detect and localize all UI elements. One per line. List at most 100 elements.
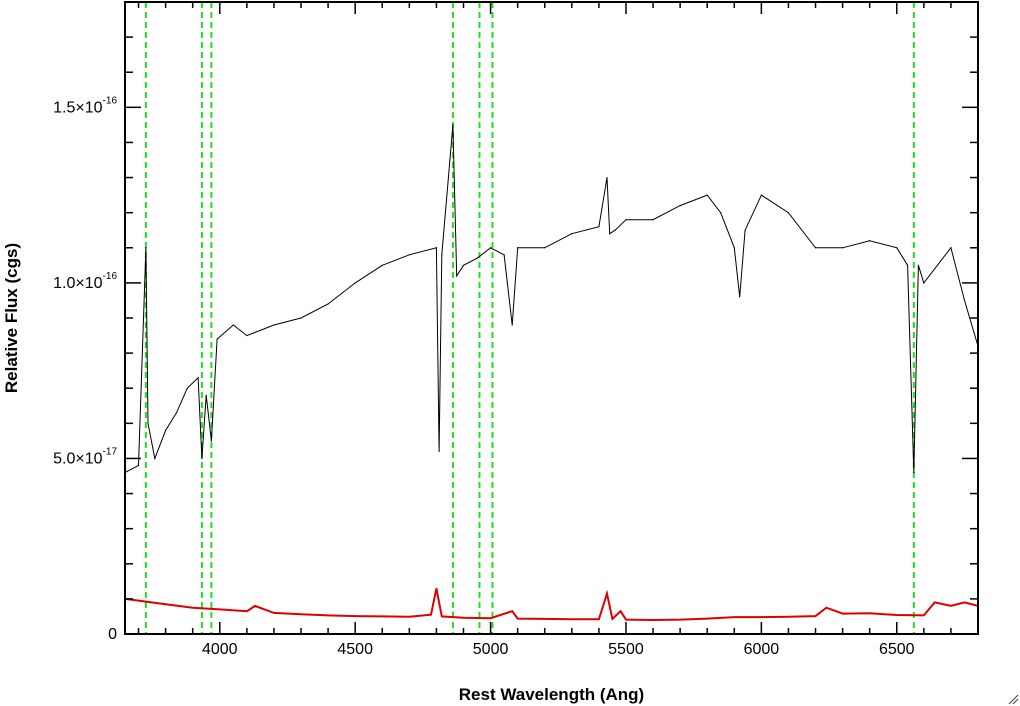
data-point-error [598,618,600,620]
series-layer [124,124,979,622]
data-point-error [511,610,513,612]
y-axis: 0 5.0×10-17 1.0×10-16 1.5×10-16 [53,1,978,643]
data-point-error [517,617,519,620]
plot-frame [124,1,979,635]
data-point-error [430,614,432,616]
data-point-spectrum [609,233,611,235]
data-point-spectrum [232,324,234,326]
data-point-spectrum [205,394,207,396]
data-point-spectrum [435,247,438,249]
data-point-spectrum [625,219,627,221]
data-point-spectrum [354,282,356,284]
data-point-error [625,619,627,621]
x-axis: 4000 4500 5000 5500 6000 6500 [137,2,979,658]
data-point-error [869,612,871,614]
data-point-spectrum [598,226,600,228]
data-point-spectrum [739,296,741,298]
y-axis-title: Relative Flux (cgs) [2,243,21,393]
data-point-error [706,617,708,620]
series-line-error [124,588,979,622]
data-point-spectrum [462,264,465,266]
data-point-spectrum [606,176,608,179]
data-point-spectrum [327,303,329,305]
data-point-spectrum [175,412,178,414]
data-point-error [137,600,140,602]
data-point-error [246,610,248,612]
data-point-spectrum [300,317,302,319]
data-point-error [652,619,654,621]
data-point-spectrum [706,194,708,196]
data-point-spectrum [814,247,817,249]
series-error [124,587,979,622]
data-point-error [354,615,356,617]
data-point-error [381,615,383,618]
data-point-spectrum [145,247,147,249]
data-point-error [760,616,762,618]
data-point-spectrum [137,464,140,467]
series-line-spectrum [124,124,979,473]
data-point-spectrum [842,247,844,249]
data-point-spectrum [571,233,573,235]
data-point-spectrum [381,264,383,266]
data-point-error [489,617,492,619]
data-point-error [619,610,622,612]
data-point-spectrum [246,334,248,337]
data-point-spectrum [165,429,167,431]
data-point-spectrum [950,247,952,249]
data-point-spectrum [917,264,920,266]
y-tick-label: 1.0×10-16 [53,271,117,292]
y-tick-label: 5.0×10-17 [53,446,117,467]
data-point-error [896,614,898,616]
x-tick-label: 4500 [337,641,373,658]
y-tick-label: 1.5×10-16 [53,95,117,116]
data-point-error [408,616,410,618]
x-tick-label: 6000 [744,641,780,658]
series-spectrum [124,124,979,474]
data-point-spectrum [744,229,746,231]
data-point-spectrum [186,387,188,389]
data-point-error [950,605,952,607]
data-point-error [963,601,966,604]
data-point-spectrum [456,275,458,277]
data-point-spectrum [913,471,915,474]
data-point-error [273,612,275,614]
data-point-error [327,614,329,616]
x-tick-label: 5500 [608,641,644,658]
data-point-spectrum [614,229,616,231]
data-point-error [544,618,546,620]
data-point-error [165,603,167,605]
resize-grip-icon[interactable] [1008,694,1019,705]
data-point-spectrum [544,247,546,249]
data-point-spectrum [441,254,443,256]
data-point-spectrum [963,299,966,302]
data-point-spectrum [787,212,790,214]
data-point-error [571,618,573,620]
data-point-spectrum [210,440,212,442]
data-point-error [611,618,614,620]
data-point-spectrum [760,194,762,196]
data-point-spectrum [201,457,203,460]
data-point-error [934,601,936,604]
data-point-spectrum [733,247,735,249]
data-point-spectrum [438,450,440,453]
data-point-spectrum [511,324,513,326]
data-point-spectrum [476,257,478,259]
data-point-error [300,613,302,615]
data-point-spectrum [896,247,898,249]
data-point-spectrum [216,338,218,340]
x-tick-label: 5000 [473,641,509,658]
data-point-spectrum [652,219,654,221]
data-point-error [606,593,608,595]
data-point-error [814,615,817,617]
data-point-error [435,587,438,589]
data-point-error [787,616,790,618]
reference-lines [144,2,915,634]
data-point-spectrum [273,324,275,326]
data-point-spectrum [154,457,156,460]
data-point-spectrum [197,377,199,379]
y-tick-label: 0 [108,626,117,643]
x-axis-title: Rest Wavelength (Ang) [459,685,644,704]
data-point-spectrum [906,264,909,266]
data-point-spectrum [147,422,149,424]
